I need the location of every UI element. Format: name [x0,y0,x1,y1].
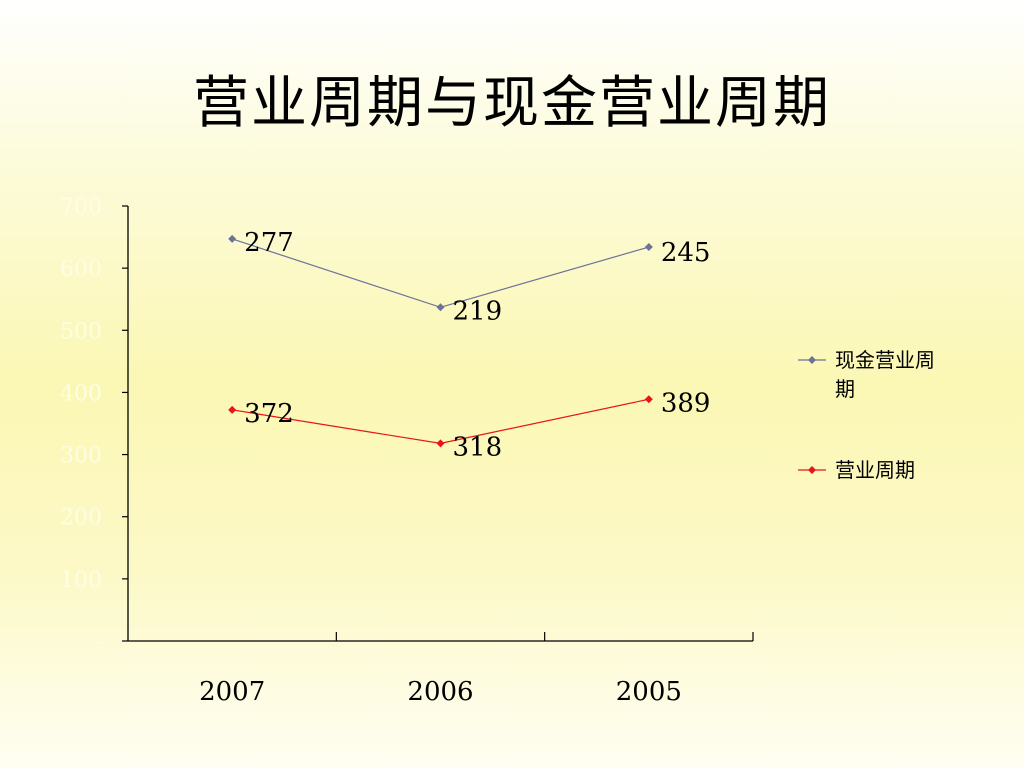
y-tick-label: - [95,630,102,655]
data-label: 372 [244,399,294,429]
data-point-marker [436,439,445,448]
y-tick-labels: 700 600 500 400 300 200 100 - [60,195,102,655]
y-tick-label: 600 [60,257,102,282]
series-lines [228,234,653,448]
data-label: 389 [661,388,711,418]
x-category-labels: 2007 2006 2005 [199,677,682,707]
legend-label: 现金营业周 [835,348,935,372]
y-tick-label: 200 [60,506,102,531]
slide-title: 营业周期与现金营业周期 [193,71,831,136]
y-tick-label: 100 [60,568,102,593]
y-tick-label: 300 [60,444,102,469]
y-tick-label: 500 [60,319,102,344]
data-point-marker [644,243,653,252]
data-point-marker [228,234,237,243]
legend-label: 期 [835,377,855,401]
data-label: 245 [661,238,711,268]
y-tick-label: 400 [60,381,102,406]
legend-marker [808,356,816,364]
series-line [232,398,649,444]
legend-label: 营业周期 [835,458,915,482]
x-category-label: 2006 [407,677,473,707]
data-point-marker [436,303,445,312]
x-category-label: 2005 [616,677,682,707]
x-category-label: 2007 [199,677,265,707]
series-line [231,238,650,308]
data-labels: 277 219 245 372 318 389 [244,228,710,462]
data-point-marker [644,395,653,404]
y-tick-label: 700 [60,195,102,220]
chart-axes [122,205,754,642]
data-label: 219 [453,296,503,326]
data-label: 277 [244,228,294,258]
data-label: 318 [453,432,503,462]
legend-marker [808,466,816,474]
data-point-marker [228,405,237,414]
